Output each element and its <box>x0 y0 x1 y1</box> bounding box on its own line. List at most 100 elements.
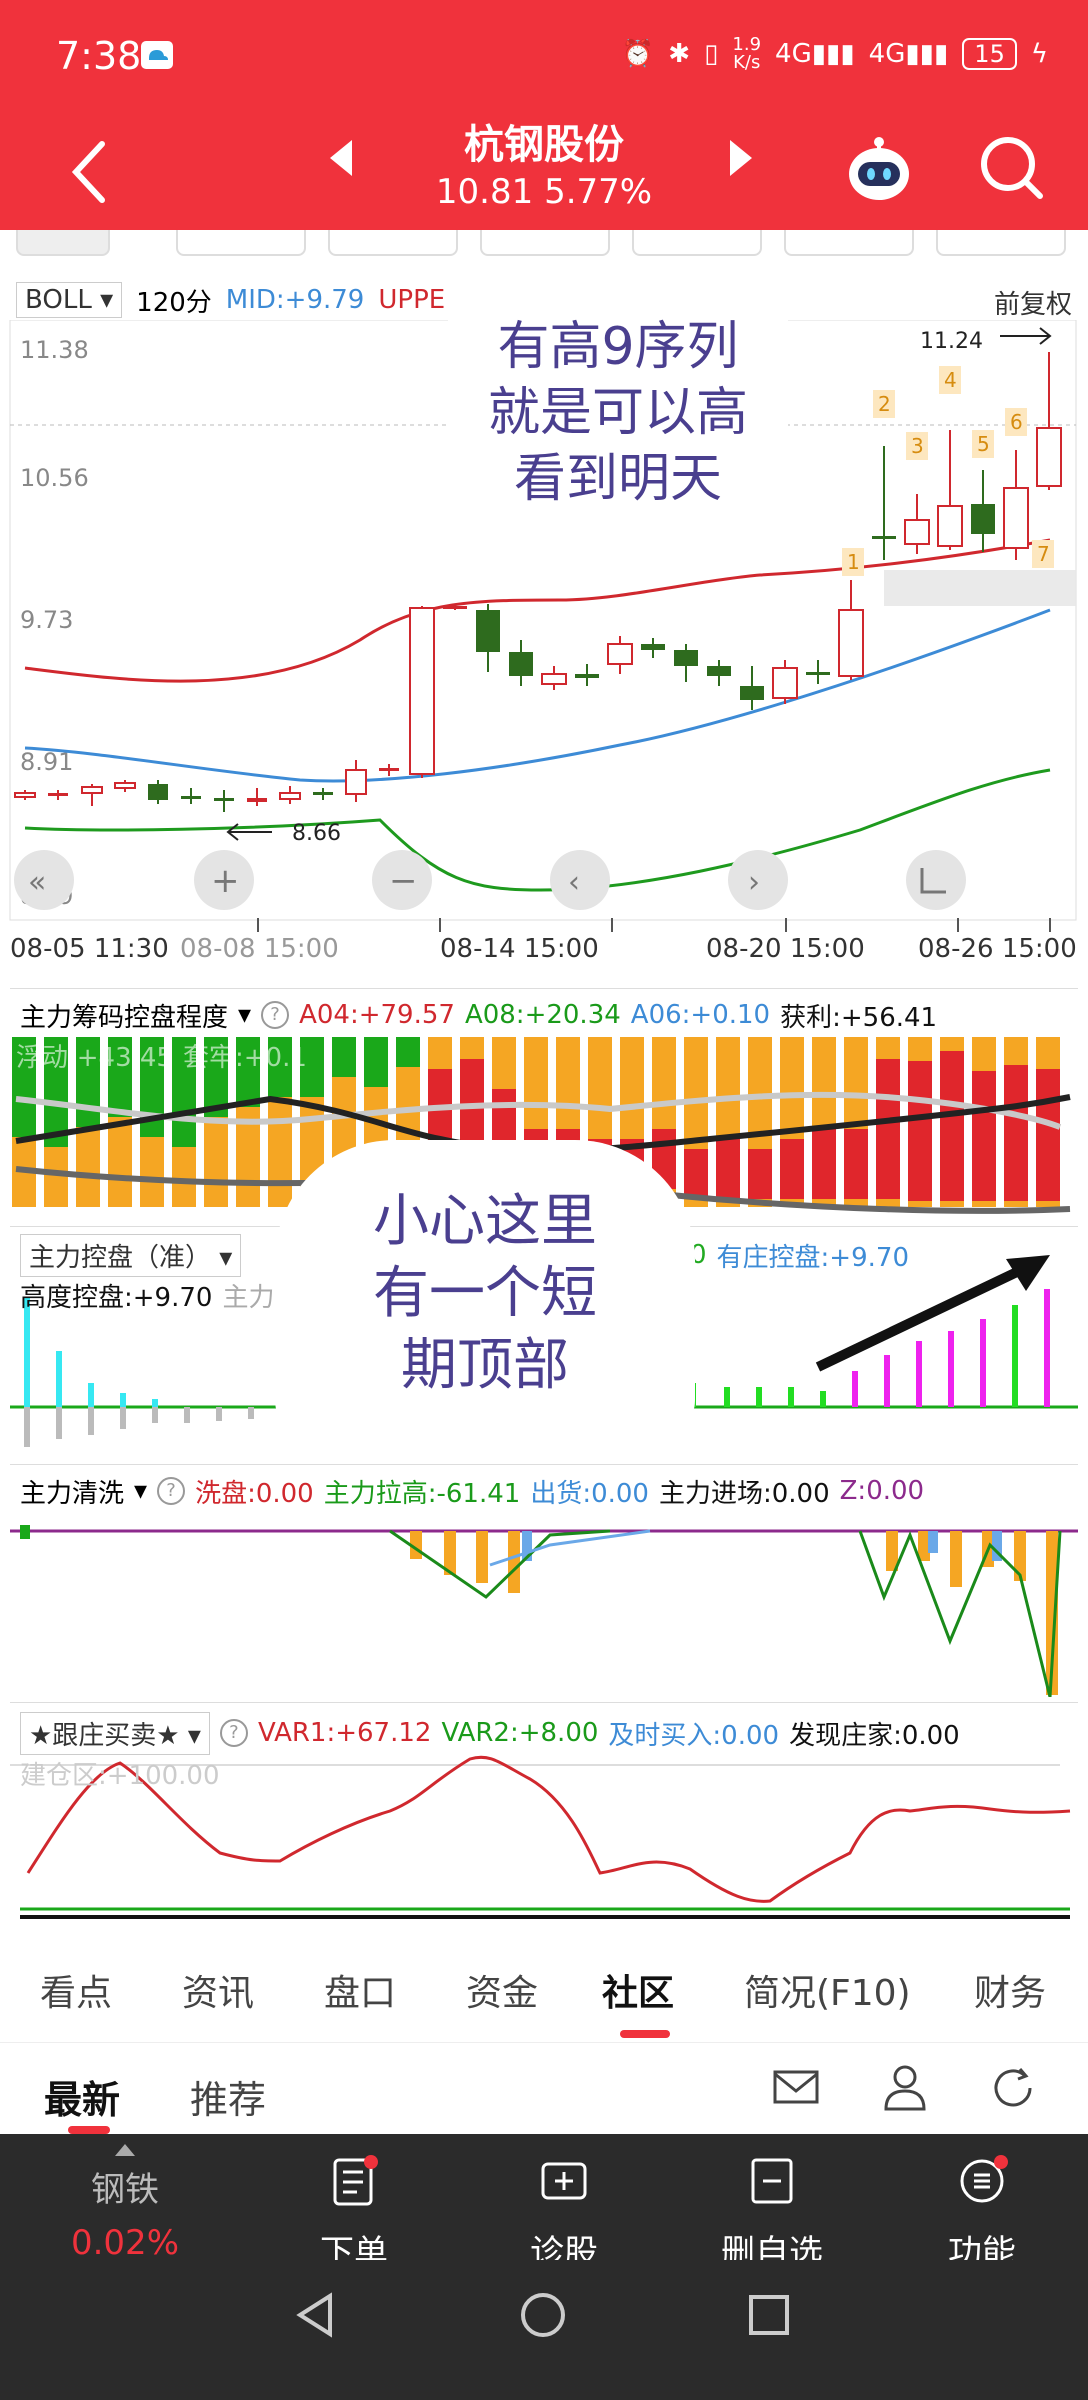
nav-home-icon[interactable] <box>518 2290 568 2340</box>
help-icon[interactable]: ? <box>261 1001 290 1029</box>
search-icon[interactable] <box>972 128 1052 208</box>
candle <box>541 666 567 690</box>
candle <box>641 638 665 658</box>
tab-finance[interactable]: 财务 <box>974 1973 1047 2014</box>
tab-funds[interactable]: 资金 <box>466 1973 539 2014</box>
tab-kandian[interactable]: 看点 <box>40 1973 113 2014</box>
var2-value: VAR2:+8.00 <box>441 1718 599 1748</box>
follow-trade-panel[interactable]: ★跟庄买卖★ ▾ ? VAR1:+67.12 VAR2:+8.00 及时买入:0… <box>10 1702 1078 1924</box>
status-icons: ⏰ ✱ ▯ 1.9 K/s 4G▮▮▮ 4G▮▮▮ 15 ϟ <box>622 36 1048 72</box>
profit-value: 获利:+56.41 <box>780 1002 938 1033</box>
next-stock-icon[interactable] <box>730 140 752 176</box>
trend-arrow-head <box>1006 1255 1050 1291</box>
candle <box>14 790 36 800</box>
help-icon[interactable]: ? <box>219 1719 248 1747</box>
control-bar <box>820 1391 826 1407</box>
control-bar <box>724 1387 730 1407</box>
follow-panel-header: ★跟庄买卖★ ▾ ? VAR1:+67.12 VAR2:+8.00 及时买入:0… <box>20 1711 960 1755</box>
control-bar <box>884 1355 890 1407</box>
wash-panel[interactable]: 主力清洗 ▾ ? 洗盘:0.00 主力拉高:-61.41 出货:0.00 主力进场… <box>10 1464 1078 1697</box>
chevron-down-icon[interactable]: ▾ <box>238 1000 252 1030</box>
period-tab[interactable] <box>176 230 306 256</box>
period-tab[interactable] <box>480 230 610 256</box>
help-icon[interactable]: ? <box>157 1477 186 1505</box>
subtab-recommend[interactable]: 推荐 <box>190 2078 267 2122</box>
y-label: 9.73 <box>20 606 73 634</box>
annotation-note-top: 有高9序列 就是可以高 看到明天 <box>448 310 788 540</box>
candle <box>1036 352 1062 490</box>
trend-arrow <box>815 1256 1043 1372</box>
kline-chart[interactable]: 11.38 10.56 9.73 8.91 8.09 <box>0 320 1088 960</box>
remove-watchlist-button[interactable]: 删自选 <box>692 2154 852 2274</box>
diagnose-button[interactable]: 诊股 <box>484 2154 644 2274</box>
sequence-markers: 1 2 3 4 5 6 7 <box>842 366 1054 576</box>
candle <box>81 784 103 806</box>
prev-stock-icon[interactable] <box>330 140 352 176</box>
tab-community[interactable]: 社区 <box>602 1973 675 2014</box>
low-price-label: 8.66 <box>292 821 341 846</box>
wash-panel-title[interactable]: 主力清洗 <box>20 1478 125 1509</box>
adjust-label[interactable]: 前复权 <box>993 290 1072 320</box>
annotation-line: 有一个短 <box>373 1261 597 1326</box>
refresh-icon[interactable] <box>990 2065 1036 2111</box>
stock-price-change: 10.81 5.77% <box>435 172 653 212</box>
function-button[interactable]: 功能 <box>902 2154 1062 2274</box>
chip-control-panel[interactable]: 主力筹码控盘程度 ▾ ? A04:+79.57 A08:+20.34 A06:+0… <box>10 988 1078 1220</box>
candle <box>575 664 599 686</box>
control-bar <box>788 1387 794 1407</box>
high-control-value: 高度控盘:+9.70 <box>20 1282 213 1313</box>
control-bar <box>1044 1289 1050 1407</box>
signal-icon: 4G▮▮▮ <box>775 39 855 69</box>
var1-line <box>26 1755 1071 1903</box>
chevron-down-icon[interactable]: ▾ <box>134 1476 148 1506</box>
stock-name: 杭钢股份 <box>464 122 624 168</box>
period-tab[interactable] <box>328 230 458 256</box>
function-icon <box>960 2155 1008 2203</box>
control-bar <box>980 1319 986 1407</box>
period-tab[interactable] <box>936 230 1066 256</box>
candle <box>409 606 435 778</box>
mail-icon[interactable] <box>772 2067 820 2107</box>
candle <box>379 764 399 776</box>
period-tab[interactable] <box>16 230 110 256</box>
sector-name: 钢铁 <box>91 2170 159 2210</box>
sector-info[interactable]: 钢铁 0.02% <box>40 2144 210 2263</box>
tab-news[interactable]: 资讯 <box>182 1973 255 2014</box>
control-panel-select[interactable]: 主力控盘（准） ▾ <box>20 1233 242 1277</box>
diagnose-icon <box>541 2162 587 2200</box>
stock-header: 杭钢股份 10.81 5.77% <box>0 112 1088 230</box>
chip-panel-title[interactable]: 主力筹码控盘程度 <box>20 1002 229 1033</box>
seq-label: 3 <box>911 434 924 458</box>
nav-back-icon[interactable] <box>290 2290 340 2340</box>
nav-recents-icon[interactable] <box>744 2290 794 2340</box>
active-tab-indicator <box>620 2030 670 2038</box>
indicator-select[interactable]: BOLL ▾ <box>16 282 123 318</box>
order-icon <box>333 2155 378 2206</box>
seq-label: 4 <box>944 368 957 392</box>
battery-icon: 15 <box>962 38 1017 70</box>
follow-panel-select[interactable]: ★跟庄买卖★ ▾ <box>20 1711 210 1755</box>
order-button[interactable]: 下单 <box>274 2154 434 2274</box>
signal2-icon: 4G▮▮▮ <box>868 39 949 69</box>
annotation-line: 小心这里 <box>373 1189 597 1254</box>
candle <box>838 580 864 680</box>
subtab-latest[interactable]: 最新 <box>44 2078 121 2122</box>
date-label: 08-20 15:00 <box>706 934 865 964</box>
period-tabs <box>0 230 1088 258</box>
robot-assistant-icon[interactable] <box>842 132 916 206</box>
seq-marker <box>1032 540 1054 568</box>
seq-label: 7 <box>1037 542 1050 566</box>
control-bar <box>24 1407 30 1447</box>
user-icon[interactable] <box>882 2063 928 2111</box>
period-tab[interactable] <box>632 230 762 256</box>
back-icon[interactable] <box>60 132 120 212</box>
zoom-out-button: − <box>372 850 432 910</box>
svg-text:›: › <box>748 865 760 900</box>
build-row: 建仓区:+100.00 <box>20 1753 220 1793</box>
candle <box>214 790 234 812</box>
tab-f10[interactable]: 简况(F10) <box>744 1973 911 2014</box>
tab-market[interactable]: 盘口 <box>324 1973 397 2014</box>
scroll-right-button: › <box>728 850 788 910</box>
period-tab[interactable] <box>784 230 914 256</box>
control-bar <box>88 1407 94 1435</box>
